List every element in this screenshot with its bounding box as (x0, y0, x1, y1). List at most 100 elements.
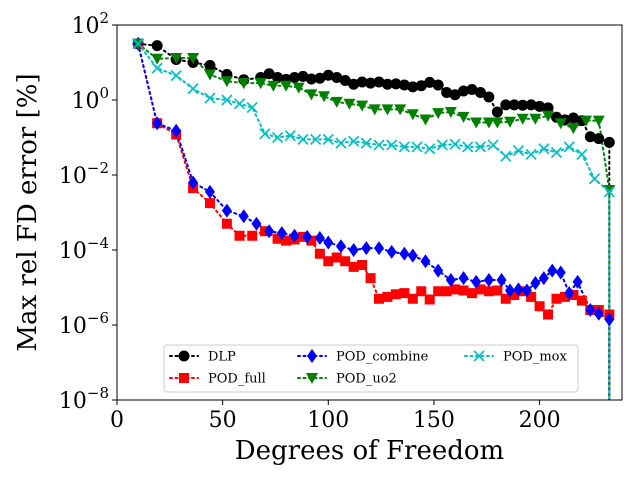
data-point-pod-full (390, 289, 401, 300)
data-point-pod-mox (500, 150, 512, 162)
data-point-pod-combine (204, 184, 215, 199)
data-point-pod-full (331, 252, 342, 263)
data-point-pod-uo2 (504, 116, 517, 128)
data-point-pod-mox (322, 133, 334, 145)
data-point-pod-uo2 (491, 117, 504, 129)
data-point-dlp (365, 77, 377, 89)
data-point-pod-combine (564, 286, 575, 301)
legend-box (163, 344, 579, 393)
data-point-pod-uo2 (482, 117, 495, 129)
data-point-pod-mox (151, 62, 163, 74)
data-point-pod-combine (386, 244, 397, 259)
data-point-pod-mox (462, 141, 474, 153)
data-point-pod-full (551, 293, 562, 304)
data-point-pod-uo2 (220, 76, 233, 88)
data-point-dlp (407, 81, 419, 93)
data-point-pod-uo2 (318, 91, 331, 103)
data-point-dlp (432, 79, 444, 91)
data-point-pod-combine (538, 271, 549, 286)
data-point-pod-combine (314, 231, 325, 245)
data-point-pod-uo2 (419, 114, 432, 126)
y-tick-label: 102 (71, 9, 109, 39)
data-point-dlp (508, 99, 520, 111)
data-point-pod-full (306, 235, 317, 246)
data-point-pod-full (314, 248, 325, 259)
legend-label: POD_mox (503, 350, 567, 365)
data-point-pod-uo2 (567, 123, 580, 135)
data-point-pod-uo2 (444, 107, 457, 118)
data-point-dlp (474, 87, 486, 98)
data-point-pod-full (559, 291, 570, 302)
data-point-pod-full (534, 301, 545, 312)
data-point-dlp (288, 72, 300, 83)
data-point-pod-mox (386, 139, 398, 151)
data-point-dlp (415, 80, 427, 92)
data-point-pod-combine (420, 254, 431, 269)
data-point-pod-uo2 (394, 104, 407, 116)
legend-marker (306, 373, 318, 384)
data-point-pod-mox (588, 173, 601, 185)
data-point-pod-full (492, 285, 503, 296)
data-point-pod-full (416, 286, 427, 297)
data-point-pod-mox (360, 137, 372, 149)
y-axis-ticks: 102 100 10−2 10−4 10−6 10−8 (59, 9, 117, 414)
data-point-pod-mox (373, 139, 385, 151)
data-point-pod-combine (264, 224, 275, 239)
data-point-dlp (390, 78, 402, 90)
data-point-dlp (151, 40, 163, 52)
data-point-pod-mox (512, 145, 525, 157)
data-point-pod-mox (221, 94, 233, 106)
x-axis-ticks: 0 50 100 150 200 (110, 400, 561, 433)
data-point-pod-combine (530, 276, 541, 290)
data-point-dlp (263, 68, 275, 80)
data-point-pod-uo2 (368, 104, 381, 116)
y-tick-label: 100 (71, 84, 109, 114)
legend-marker (473, 350, 485, 362)
data-point-dlp (593, 133, 605, 145)
data-point-pod-full (281, 235, 292, 246)
legend: DLP POD_full POD_combine POD_uo2 POD_mox (163, 344, 579, 393)
plot-frame (116, 24, 623, 401)
data-point-dlp (525, 99, 537, 111)
data-point-pod-mox (525, 148, 537, 160)
data-point-pod-mox (449, 138, 461, 150)
data-point-pod-mox (538, 143, 550, 155)
data-point-pod-combine (221, 203, 232, 218)
data-point-pod-full (234, 230, 245, 241)
x-tick-label: 50 (209, 408, 237, 433)
data-point-pod-uo2 (580, 115, 593, 127)
data-point-dlp (314, 72, 326, 84)
data-point-pod-mox (563, 141, 575, 153)
data-point-pod-combine (276, 226, 287, 241)
data-point-pod-combine (593, 306, 604, 321)
data-point-dlp (381, 78, 393, 90)
data-point-pod-mox (603, 186, 615, 198)
data-point-pod-full (340, 256, 351, 267)
legend-label: DLP (208, 350, 236, 365)
data-point-dlp (297, 70, 309, 82)
data-point-dlp (331, 72, 343, 83)
data-point-pod-mox (424, 143, 436, 155)
data-point-pod-full (466, 288, 477, 299)
data-point-pod-full (348, 261, 359, 272)
data-point-pod-combine (188, 175, 199, 190)
data-point-pod-mox (398, 141, 410, 153)
data-point-pod-combine (238, 209, 249, 224)
data-point-pod-mox (348, 135, 360, 147)
data-point-pod-mox (272, 131, 284, 144)
data-point-pod-full (407, 293, 418, 304)
y-axis-label: Max rel FD error [%] (13, 73, 43, 351)
data-point-pod-combine (302, 229, 313, 244)
data-point-pod-mox (576, 148, 588, 160)
data-point-pod-mox (310, 133, 322, 145)
data-point-pod-full (204, 198, 215, 209)
data-point-pod-full (247, 230, 258, 241)
x-tick-label: 0 (110, 408, 124, 433)
data-point-dlp (517, 99, 529, 111)
data-point-pod-full (475, 284, 486, 295)
series-markers (132, 36, 616, 327)
data-point-dlp (491, 106, 503, 118)
data-point-pod-combine (513, 282, 524, 297)
data-point-pod-combine (335, 239, 346, 254)
